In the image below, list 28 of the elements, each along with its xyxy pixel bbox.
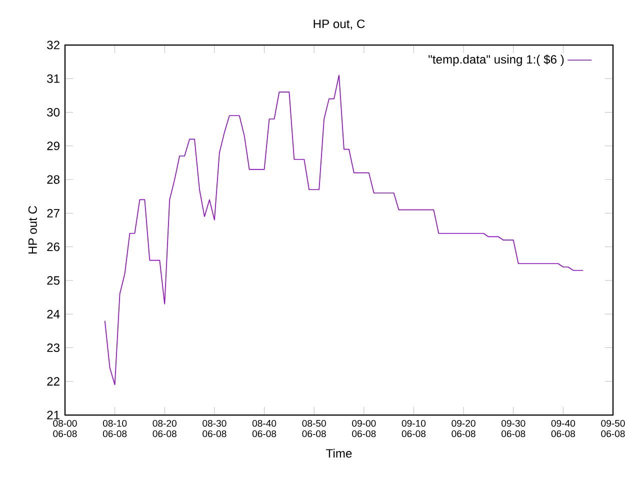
y-tick-label: 32 [47,40,60,50]
x-tick-label: 09-20 06-08 [452,420,476,438]
y-tick-label: 24 [47,310,60,318]
y-tick-label: 23 [47,343,60,352]
x-tick-label: 08-20 06-08 [152,420,176,438]
y-axis-title: HP out C [28,206,37,254]
legend-label: "temp.data" using 1:( $6 ) [428,54,564,66]
x-tick-label: 09-40 06-08 [551,420,576,438]
y-tick-label: 28 [47,175,60,184]
y-tick-label: 22 [47,377,60,386]
x-tick-label: 08-10 06-08 [102,420,127,438]
x-tick-label: 08-50 06-08 [302,420,326,438]
y-tick-label: 27 [47,208,60,218]
x-tick-label: 09-10 06-08 [402,420,426,438]
x-tick-label: 09-00 06-08 [352,420,376,438]
y-tick-label: 21 [47,410,60,420]
y-tick-label: 26 [47,242,60,252]
chart-title: HP out, C [314,20,365,30]
y-tick-label: 25 [47,276,60,285]
x-tick-label: 09-50 06-08 [601,420,625,438]
y-tick-label: 31 [47,74,60,83]
x-tick-label: 09-30 06-08 [502,420,526,438]
y-tick-label: 30 [47,108,60,117]
x-tick-label: 08-40 06-08 [252,420,276,438]
x-tick-label: 08-00 06-08 [53,420,77,438]
x-tick-label: 08-30 06-08 [202,420,226,438]
x-axis-title: Time [326,448,352,458]
y-tick-label: 29 [47,142,60,150]
